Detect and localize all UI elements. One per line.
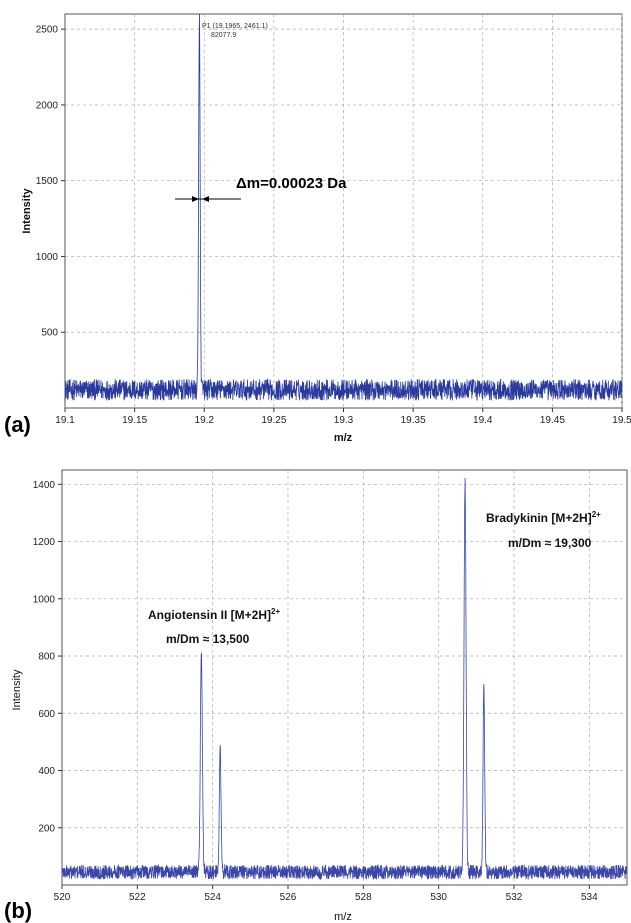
y-tick-label: 800 [38,652,55,663]
x-tick-label: 19.3 [334,415,354,426]
panel-a-peak-area: 82077.9 [211,32,236,39]
panel-b-label: (b) [4,898,32,923]
y-tick-label: 200 [38,823,55,834]
panel-a-plot-area [64,13,623,409]
panel-a-y-axis-label: Intensity [21,188,33,234]
bradykinin-annotation: Bradykinin [M+2H]2+ m/Dm ≈ 19,300 [486,510,601,550]
bradykinin-resolution: m/Dm ≈ 19,300 [508,536,592,550]
x-tick-label: 530 [430,892,447,903]
y-tick-label: 400 [38,766,55,777]
panel-a-x-ticks: 19.1 19.15 19.2 19.25 19.3 19.35 19.4 19.45 19.5 [55,408,631,426]
x-tick-label: 19.15 [122,415,147,426]
panel-b-plot-area [61,469,628,886]
y-tick-label: 1000 [36,252,59,263]
panel-b-spectrum-line [61,477,628,881]
y-tick-label: 1500 [36,176,59,187]
y-tick-label: 500 [41,328,58,339]
y-tick-label: 2500 [36,25,59,36]
x-tick-label: 19.1 [55,415,75,426]
x-tick-label: 19.5 [612,415,631,426]
x-tick-label: 19.4 [473,415,493,426]
y-tick-label: 2000 [36,100,59,111]
x-tick-label: 532 [506,892,523,903]
angiotensin-resolution: m/Dm ≈ 13,500 [166,632,250,646]
x-tick-label: 19.45 [540,415,565,426]
x-tick-label: 19.25 [261,415,286,426]
x-tick-label: 534 [581,892,598,903]
panel-a-label: (a) [4,412,31,437]
x-tick-label: 520 [54,892,71,903]
panel-a-spectrum-line [64,13,623,401]
x-tick-label: 19.2 [195,415,215,426]
panel-b-y-ticks: 200 400 600 800 1000 1200 1400 [33,480,62,834]
angiotensin-title: Angiotensin II [M+2H] [148,608,271,622]
panel-a-x-axis-label: m/z [334,432,353,444]
bradykinin-title: Bradykinin [M+2H] [486,511,592,525]
panel-a-y-ticks: 500 1000 1500 2000 2500 [36,25,65,339]
x-tick-label: 528 [355,892,372,903]
panel-b-chart: 200 400 600 800 1000 1200 1400 520 522 524 526 528… [4,469,628,923]
panel-b-y-axis-label: Intensity [11,669,23,710]
x-tick-label: 526 [280,892,297,903]
x-tick-label: 19.35 [401,415,426,426]
angiotensin-annotation: Angiotensin II [M+2H]2+ m/Dm ≈ 13,500 [148,607,280,646]
svg-text:Angiotensin II [M+2H]2+: Angiotensin II [M+2H]2+ [148,607,280,622]
panel-a-peak-label: P1 (19.1965, 2461.1) [202,23,268,30]
panel-b-x-ticks: 520 522 524 526 528 530 532 534 [54,885,598,903]
y-tick-label: 600 [38,709,55,720]
panel-b-x-axis-label: m/z [334,911,352,923]
y-tick-label: 1200 [33,537,56,548]
y-tick-label: 1000 [33,594,56,605]
panel-a-width-marker [175,196,241,202]
svg-text:Bradykinin [M+2H]2+: Bradykinin [M+2H]2+ [486,510,601,525]
x-tick-label: 524 [204,892,221,903]
panel-a-grid [65,14,623,408]
panel-a-delta-m-label: Δm=0.00023 Da [236,175,347,192]
angiotensin-charge: 2+ [271,607,280,616]
x-tick-label: 522 [129,892,146,903]
bradykinin-charge: 2+ [592,510,601,519]
panel-b-grid [62,470,627,885]
y-tick-label: 1400 [33,480,56,491]
